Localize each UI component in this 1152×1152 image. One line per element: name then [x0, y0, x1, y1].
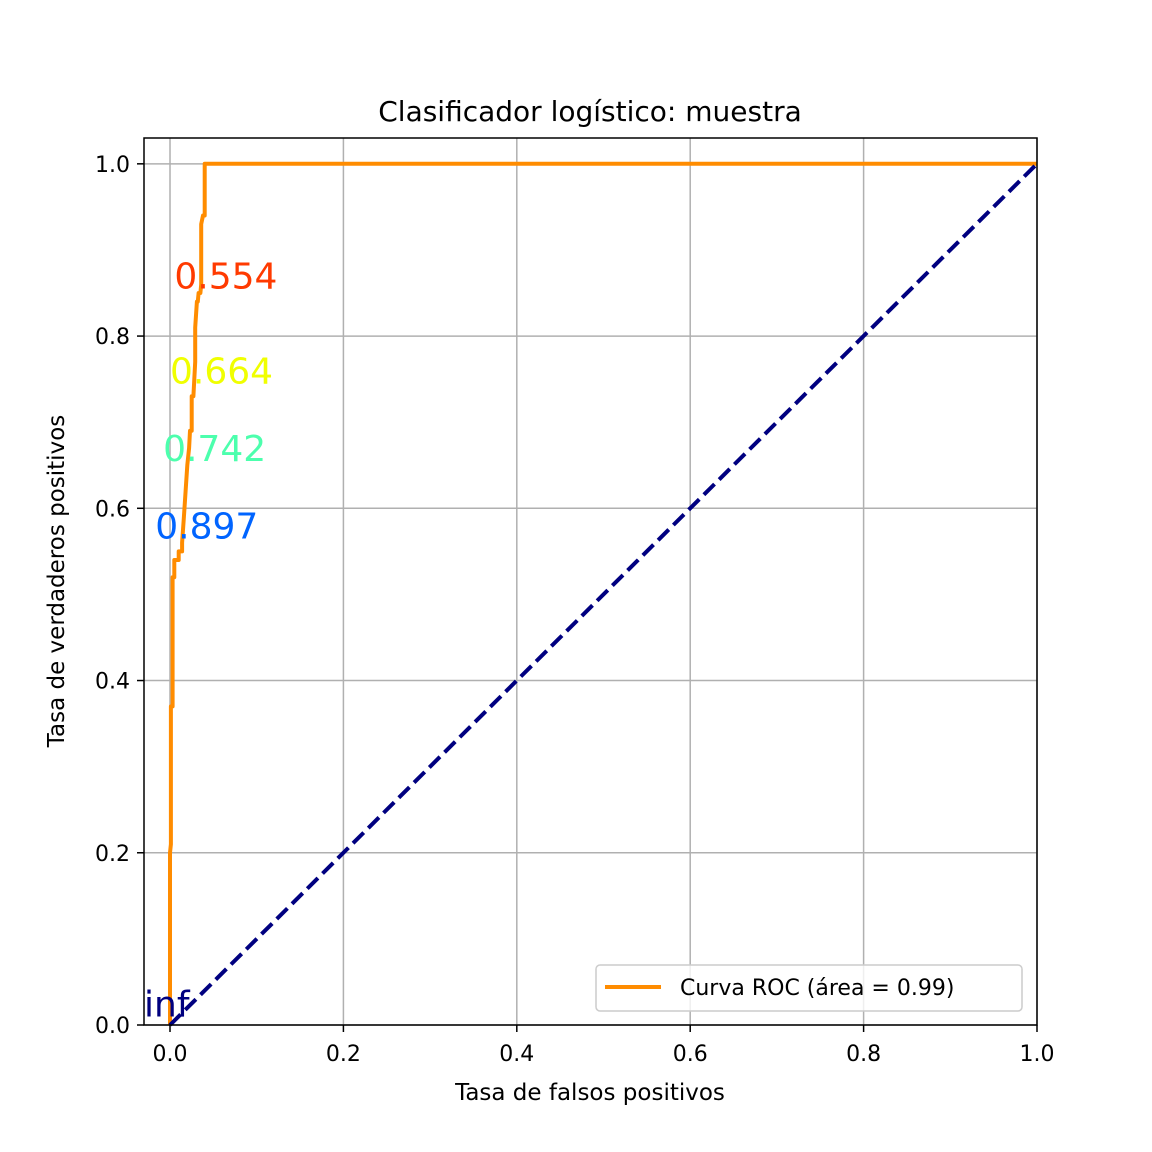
- grid: [144, 138, 1038, 1026]
- y-tick-label: 0.6: [95, 497, 130, 522]
- chart-title: Clasificador logístico: muestra: [378, 95, 802, 128]
- x-tick-label: 0.0: [153, 1042, 188, 1067]
- x-tick-label: 0.6: [673, 1042, 708, 1067]
- x-tick-label: 0.2: [326, 1042, 361, 1067]
- y-axis-label: Tasa de verdaderos positivos: [44, 415, 70, 748]
- plot-area: 0.554 0.664 0.742 0.897 inf: [144, 161, 1039, 1027]
- plot-frame: [143, 137, 1038, 1026]
- legend: Curva ROC (área = 0.99): [595, 964, 1023, 1012]
- threshold-label: inf: [144, 984, 191, 1025]
- threshold-label: 0.554: [174, 257, 277, 298]
- y-tick-label: 1.0: [95, 153, 130, 178]
- y-tick-label: 0.4: [95, 670, 130, 695]
- threshold-label: 0.742: [163, 429, 266, 470]
- roc-curve: [168, 161, 1037, 1025]
- x-tick-label: 0.8: [846, 1042, 881, 1067]
- threshold-label: 0.664: [170, 351, 273, 392]
- y-tick-label: 0.8: [95, 325, 130, 350]
- legend-label: Curva ROC (área = 0.99): [680, 976, 954, 1001]
- y-tick-label: 0.2: [95, 842, 130, 867]
- x-axis-label: Tasa de falsos positivos: [454, 1080, 725, 1106]
- threshold-label: 0.897: [155, 506, 258, 547]
- legend-box: [595, 964, 1023, 1012]
- x-tick-label: 1.0: [1020, 1042, 1055, 1067]
- diagonal-reference-line: [168, 162, 1039, 1027]
- ticks: 0.0 0.2 0.4 0.6 0.8 1.0 0.0 0.2 0.4 0.6 0.8 1.0: [95, 153, 1055, 1067]
- x-tick-label: 0.4: [499, 1042, 534, 1067]
- y-tick-label: 0.0: [95, 1014, 130, 1039]
